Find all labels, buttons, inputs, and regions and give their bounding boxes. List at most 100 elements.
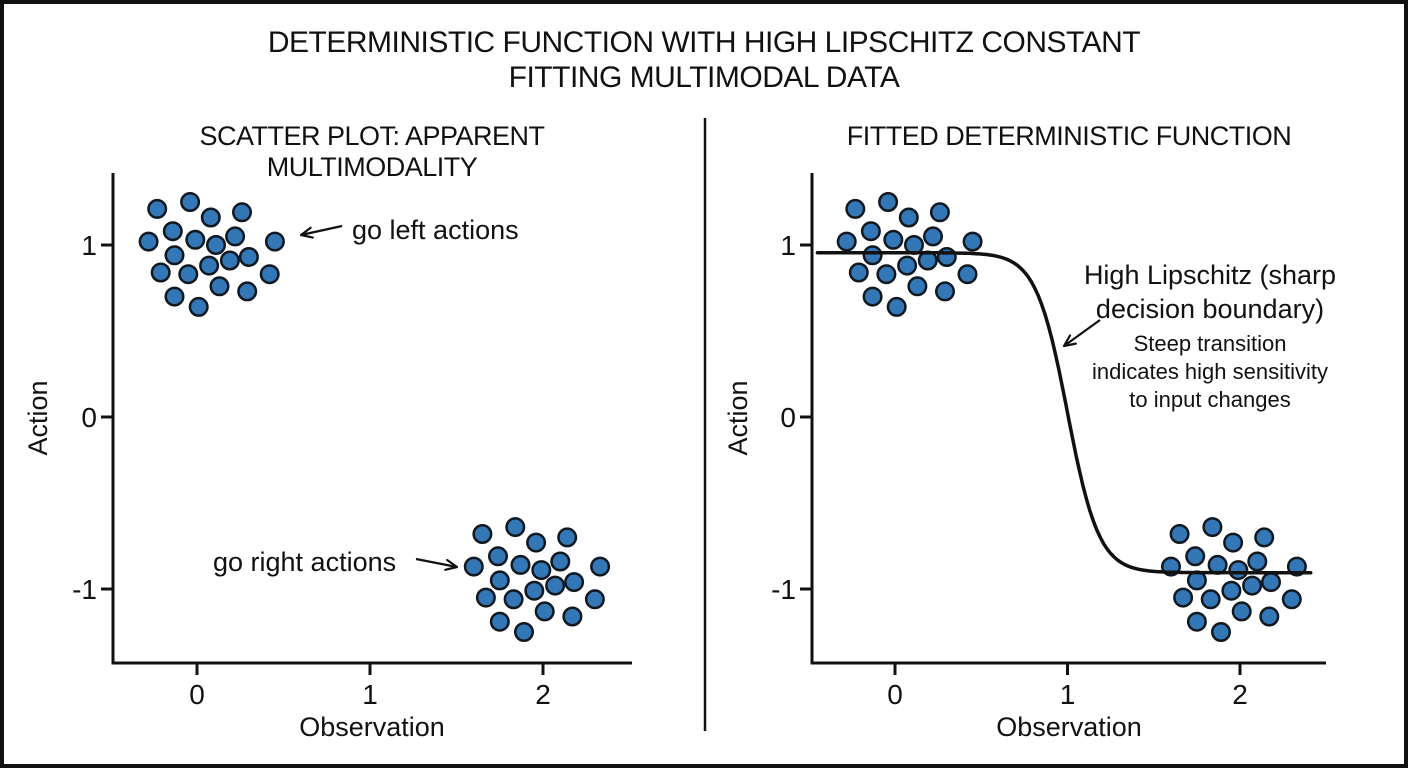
scatter-dot [1173,587,1194,608]
scatter-dot [883,229,904,250]
go-left-annotation: go left actions [352,215,519,245]
scatter-dot [505,517,526,538]
scatter-dot [178,264,199,285]
scatter-dot [526,532,547,553]
scatter-dot [886,296,907,317]
scatter-dot [531,560,552,581]
left-y-axis-label: Action [23,380,53,455]
scatter-dot [550,551,571,572]
scatter-dot [264,231,285,252]
scatter-dot [929,202,950,223]
scatter-dot [545,575,566,596]
x-tick-label: 0 [887,679,903,710]
scatter-dot [1221,580,1242,601]
axes-right: 0 1 2 1 0 -1 [771,173,1326,710]
scatter-dot [590,556,611,577]
left-panel-title: SCATTER PLOT: APPARENT MULTIMODALITY [199,121,545,182]
scatter-dot [862,245,883,266]
x-tick-label: 1 [1060,679,1076,710]
figure-title-line2: FITTING MULTIMODAL DATA [508,61,900,94]
go-right-arrow [415,557,459,571]
scatter-dot [1259,606,1280,627]
go-left-arrow [299,224,343,239]
scatter-dot [472,524,493,544]
scatter-dot [185,229,206,250]
scatter-dot [564,572,585,593]
scatter-dot [876,264,897,285]
scatter-dot [162,221,183,242]
right-y-axis-label: Action [723,380,753,455]
scatter-dot [1185,546,1206,567]
scatter-dot [897,255,918,276]
figure-title: DETERMINISTIC FUNCTION WITH HIGH LIPSCHI… [0,25,1408,95]
scatter-dot [180,192,201,212]
x-tick-label: 2 [1232,679,1248,710]
y-tick-label: 1 [780,230,796,261]
left-x-axis-label: Observation [299,712,445,742]
scatter-dot [206,235,226,255]
figure-title-line1: DETERMINISTIC FUNCTION WITH HIGH LIPSCHI… [267,26,1141,59]
scatter-dot [1261,572,1281,593]
lipschitz-annotation-line2: decision boundary) [1096,294,1324,324]
scatter-dot [845,198,866,219]
lipschitz-annotation-line1: High Lipschitz (sharp [1084,260,1336,290]
scatter-dot [232,202,252,223]
scatter-dot [1254,527,1275,548]
scatter-dot [935,281,955,302]
scatter-dot [1169,524,1190,544]
x-tick-label: 0 [189,679,205,710]
scatter-dot [534,601,555,622]
scatter-dot [836,231,857,252]
scatter-dot [475,587,496,608]
scatter-dot [923,226,943,247]
steep-annotation-line2: indicates high sensitivity [1092,359,1328,384]
scatter-dot [199,255,220,276]
fitted-curve [815,250,1313,575]
y-tick-label: -1 [771,574,796,605]
scatter-dot [562,606,583,627]
y-tick-label: 1 [81,230,97,261]
scatter-dot [1200,589,1221,610]
y-tick-label: 0 [81,402,97,433]
scatter-dot [524,580,545,601]
scatter-dot [503,589,524,610]
scatter-dot [907,276,928,297]
left-panel: 0 1 2 1 0 -1 Action Observation go left actio… [23,173,632,742]
right-x-axis-label: Observation [996,712,1142,742]
right-panel: 0 1 2 1 0 -1 Action Observation High Lipschit… [723,173,1336,742]
scatter-dot [238,247,259,267]
scatter-dot [138,231,159,252]
scatter-dot [557,527,578,548]
steep-annotation-line3: to input changes [1129,387,1290,412]
lipschitz-arrow [1062,319,1101,348]
scatter-dot [488,546,508,567]
scatter-dot [1223,532,1244,553]
scatter-dot [463,556,484,577]
scatter-dot [489,611,510,632]
scatter-dot [237,281,258,302]
scatter-dot [1186,611,1207,632]
scatter-dot [860,221,881,242]
scatter-dot [848,262,869,283]
axis-spines [810,173,1326,665]
scatter-dot [164,286,185,307]
right-panel-title: FITTED DETERMINISTIC FUNCTION [846,121,1292,151]
scatter-dot [219,250,240,271]
scatter-dot [1211,622,1231,642]
scatter-dot [1228,560,1249,581]
scatter-dot [862,286,883,307]
scatter-dot [514,622,534,642]
scatter-dot [1242,575,1263,596]
go-right-annotation: go right actions [213,547,396,577]
scatter-dot [147,198,168,219]
scatter-dot [188,296,209,317]
scatter-dot [259,264,280,285]
scatter-dot [1281,589,1302,610]
scatter-dot [200,207,221,228]
scatter-dot [209,276,230,297]
scatter-dot [510,554,531,575]
scatter-dot [898,207,919,228]
scatter-dot [164,245,185,266]
